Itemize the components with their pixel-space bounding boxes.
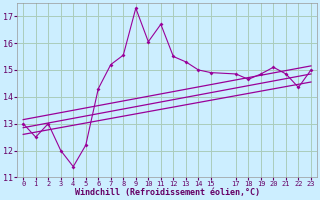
- X-axis label: Windchill (Refroidissement éolien,°C): Windchill (Refroidissement éolien,°C): [75, 188, 260, 197]
